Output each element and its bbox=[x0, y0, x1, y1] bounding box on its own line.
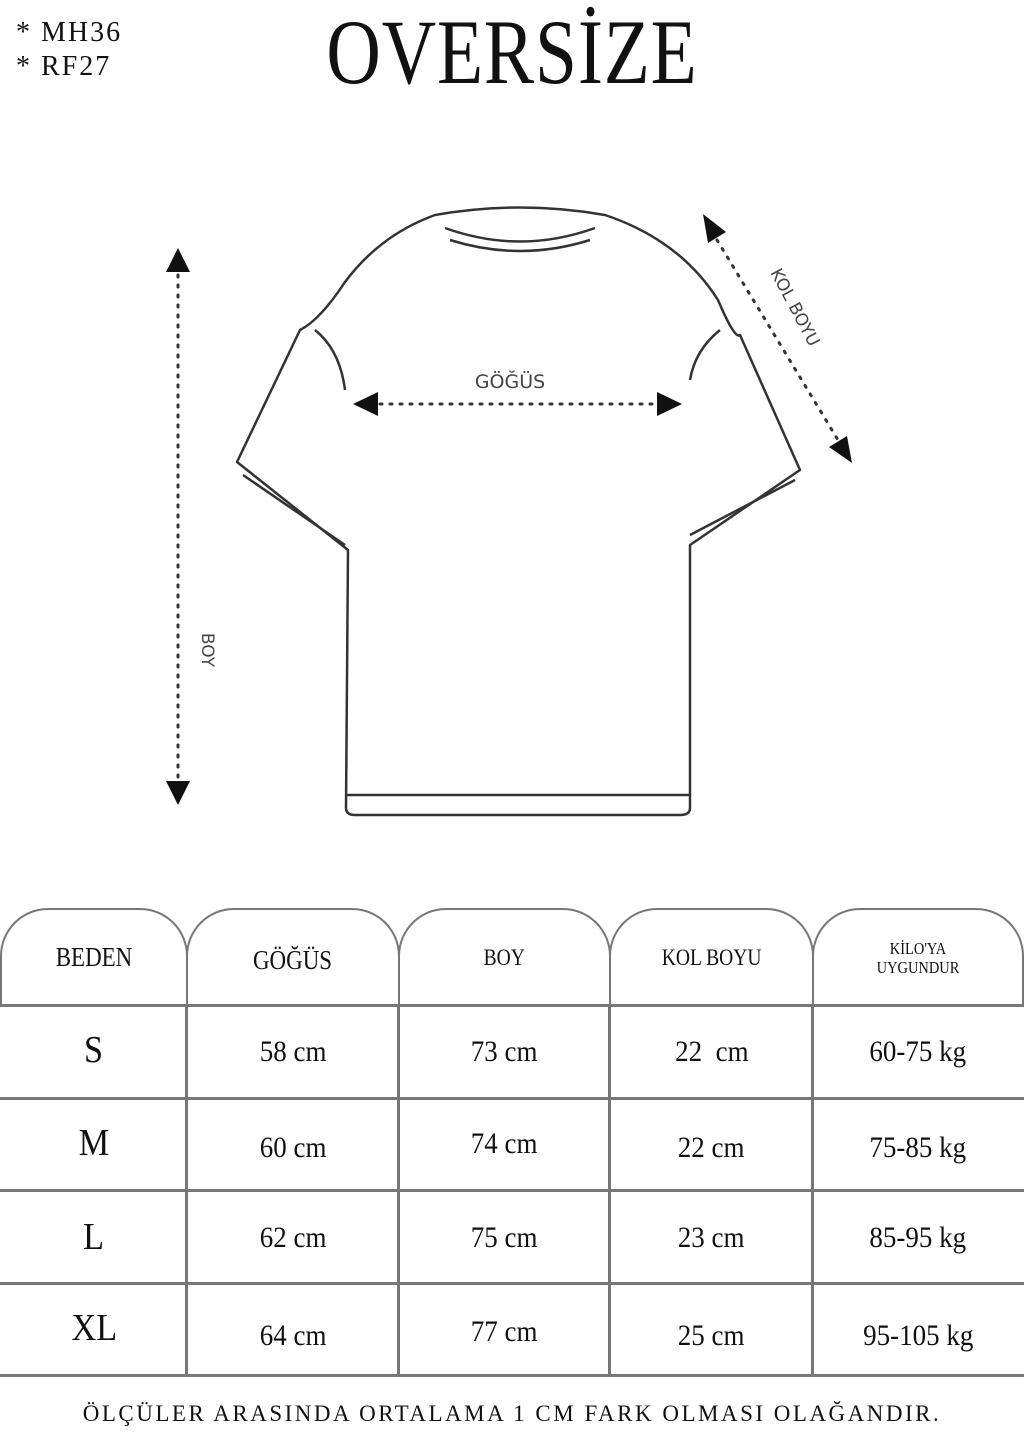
arrow-up-left-icon bbox=[703, 214, 726, 243]
col-divider bbox=[811, 1004, 814, 1376]
row-divider bbox=[0, 1004, 1024, 1007]
chest-label: GÖĞÜS bbox=[475, 369, 545, 393]
tshirt-diagram: GÖĞÜS BOY KOL BOYU bbox=[166, 206, 852, 817]
header-boy: BOY bbox=[398, 908, 611, 1005]
row-divider bbox=[0, 1189, 1024, 1192]
length-arrow bbox=[166, 248, 190, 805]
arrow-down-icon bbox=[166, 781, 190, 805]
row-divider bbox=[0, 1282, 1024, 1285]
footer-note: ÖLÇÜLER ARASINDA ORTALAMA 1 CM FARK OLMA… bbox=[82, 1401, 942, 1426]
sleeve-arrow bbox=[703, 214, 852, 463]
header-kol-boyu: KOL BOYU bbox=[609, 908, 814, 1005]
length-label: BOY bbox=[197, 633, 217, 668]
arrow-up-icon bbox=[166, 248, 190, 272]
arrow-down-right-icon bbox=[829, 436, 852, 463]
tshirt-outline bbox=[235, 206, 802, 817]
arrow-left-icon bbox=[353, 392, 378, 416]
header-beden: BEDEN bbox=[0, 908, 188, 1005]
col-divider bbox=[608, 1004, 611, 1376]
product-codes: * MH36 * RF27 bbox=[16, 16, 122, 84]
row-divider bbox=[0, 1374, 1024, 1377]
header-gogus: GÖĞÜS bbox=[186, 908, 400, 1005]
col-divider bbox=[397, 1004, 400, 1376]
product-code: * RF27 bbox=[16, 51, 112, 82]
chest-arrow bbox=[353, 392, 682, 416]
product-code: * MH36 bbox=[16, 17, 123, 48]
sleeve-label: KOL BOYU bbox=[766, 265, 824, 350]
header-kilo: KİLO'YA UYGUNDUR bbox=[812, 908, 1024, 1005]
col-divider bbox=[185, 1004, 188, 1376]
arrow-right-icon bbox=[657, 392, 682, 416]
row-divider bbox=[0, 1097, 1024, 1100]
page-title: OVERSİZE bbox=[326, 1, 698, 103]
